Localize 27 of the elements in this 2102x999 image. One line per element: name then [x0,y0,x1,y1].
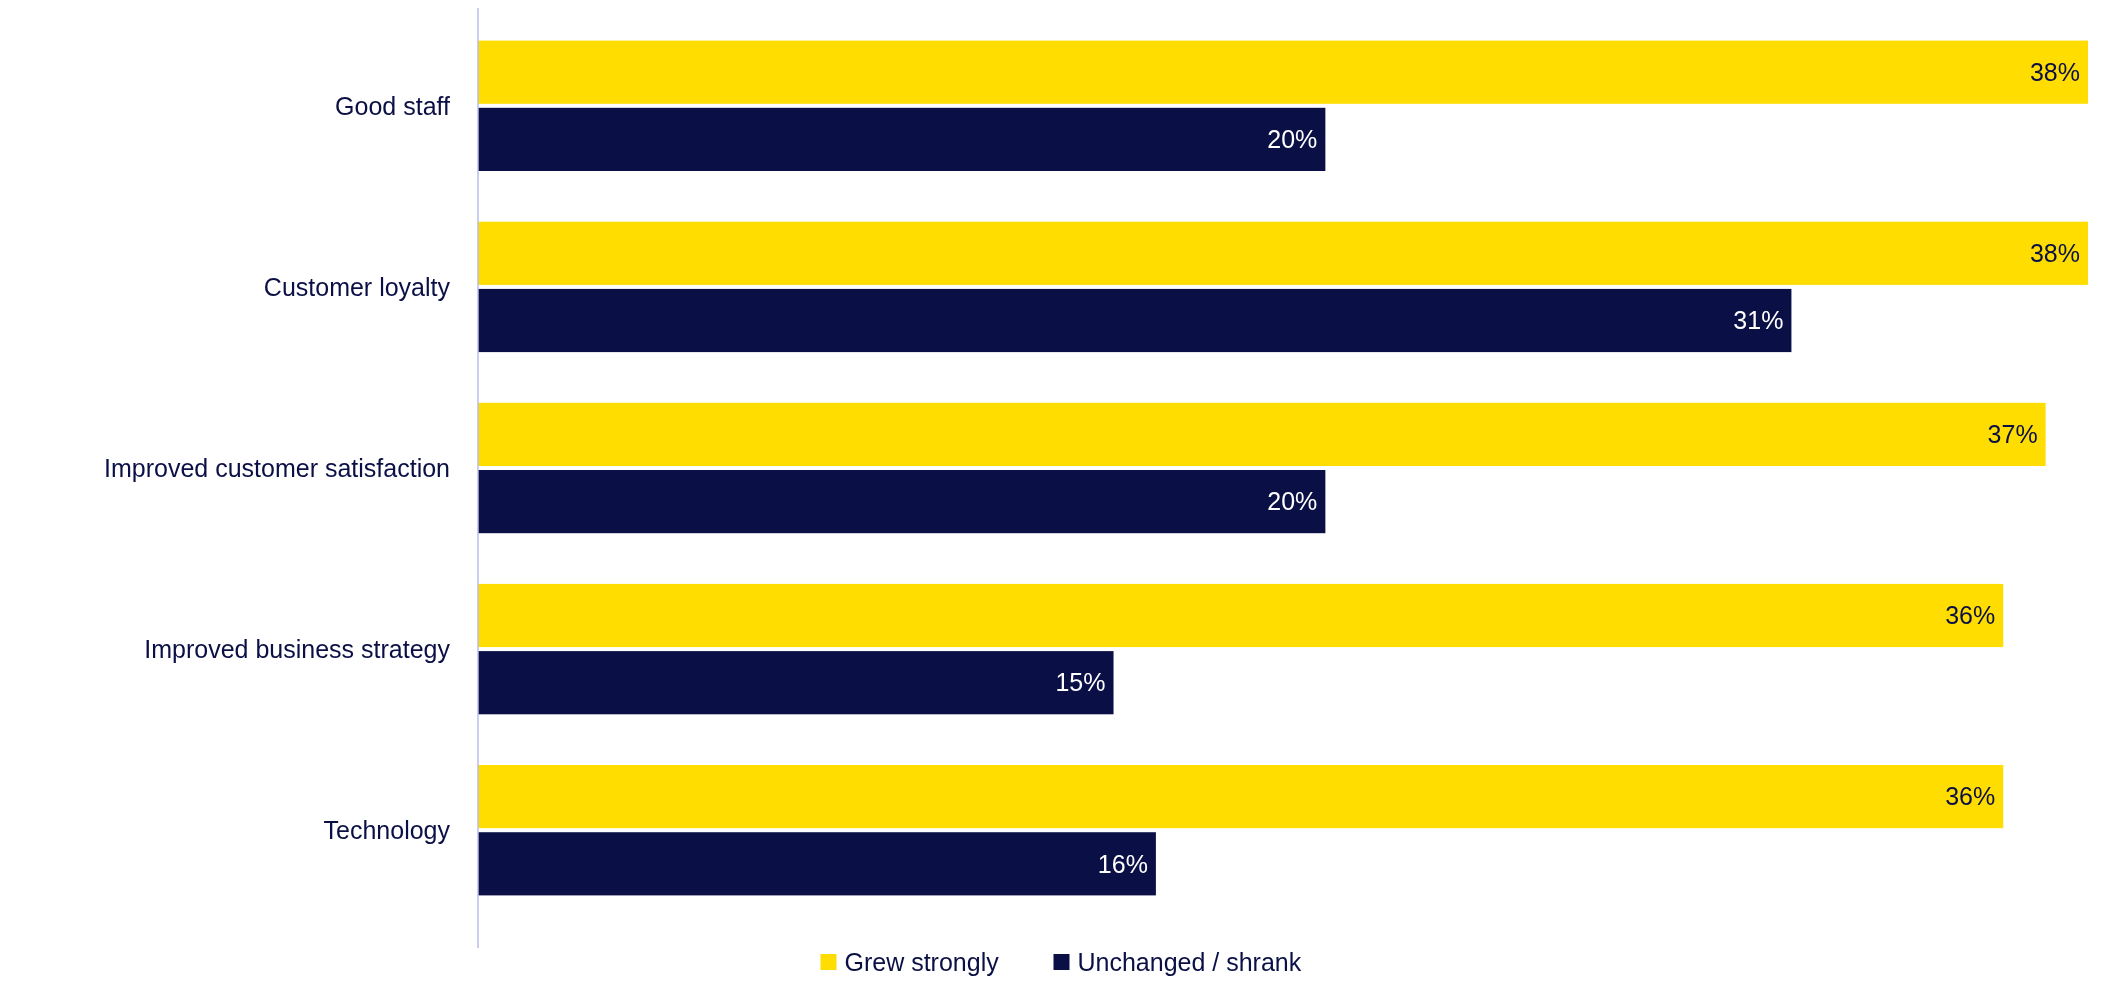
data-label: 38% [2029,57,2080,86]
bar [478,40,2088,104]
data-label: 15% [1055,668,1106,697]
data-label: 20% [1267,125,1318,154]
bar [478,470,1326,534]
y-tick-label: Improved customer satisfaction [104,453,450,482]
y-tick-label: Customer loyalty [263,272,451,301]
bar [478,402,2046,466]
bar [478,832,1156,896]
bar [478,583,2004,648]
bar [478,288,1792,353]
data-label: 31% [1733,306,1784,335]
data-label: 36% [1945,782,1996,811]
y-tick-label: Good staff [335,91,451,120]
y-tick-label: Improved business strategy [144,634,451,663]
legend-label: Unchanged / shrank [1077,947,1302,976]
bar [478,765,2004,829]
y-tick-label: Technology [323,815,451,844]
data-label: 16% [1097,849,1148,878]
bar [478,107,1326,171]
data-label: 20% [1267,487,1318,516]
data-label: 38% [2029,239,2080,268]
bar [478,651,1114,715]
legend-label: Grew strongly [844,947,1000,976]
data-label: 36% [1945,601,1996,630]
data-label: 37% [1987,420,2038,449]
bar [478,221,2088,285]
